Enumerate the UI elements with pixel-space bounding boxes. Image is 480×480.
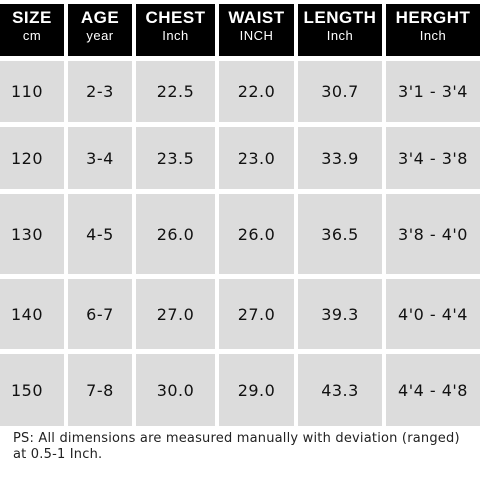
cell-length: 30.7 <box>298 61 382 122</box>
header-length: LENGTH Inch <box>298 4 382 56</box>
cell-height: 4'0 - 4'4 <box>386 279 480 349</box>
header-height: HERGHT Inch <box>386 4 480 56</box>
cell-length: 43.3 <box>298 354 382 426</box>
cell-age: 6-7 <box>68 279 132 349</box>
header-chest-label: CHEST <box>145 8 206 27</box>
header-waist: WAIST INCH <box>219 4 294 56</box>
header-chest-unit: Inch <box>162 28 189 43</box>
header-chest: CHEST Inch <box>136 4 215 56</box>
cell-age: 3-4 <box>68 127 132 189</box>
header-age-label: AGE <box>80 8 120 27</box>
header-length-label: LENGTH <box>303 8 377 27</box>
cell-chest: 30.0 <box>136 354 215 426</box>
measurement-note: PS: All dimensions are measured manually… <box>13 431 460 462</box>
cell-waist: 22.0 <box>219 61 294 122</box>
header-height-unit: Inch <box>419 28 447 43</box>
cell-height: 3'4 - 3'8 <box>386 127 480 189</box>
cell-waist: 27.0 <box>219 279 294 349</box>
cell-size: 150 <box>0 354 64 426</box>
header-waist-label: WAIST <box>228 8 285 27</box>
header-size: SIZE cm <box>0 4 64 56</box>
cell-size: 110 <box>0 61 64 122</box>
cell-chest: 26.0 <box>136 194 215 274</box>
cell-height: 4'4 - 4'8 <box>386 354 480 426</box>
cell-size: 120 <box>0 127 64 189</box>
header-size-label: SIZE <box>12 8 52 27</box>
header-age: AGE year <box>68 4 132 56</box>
cell-length: 39.3 <box>298 279 382 349</box>
cell-size: 140 <box>0 279 64 349</box>
cell-age: 7-8 <box>68 354 132 426</box>
cell-waist: 23.0 <box>219 127 294 189</box>
cell-age: 2-3 <box>68 61 132 122</box>
cell-size: 130 <box>0 194 64 274</box>
header-size-unit: cm <box>22 28 42 43</box>
header-length-unit: Inch <box>326 28 354 43</box>
cell-length: 36.5 <box>298 194 382 274</box>
header-waist-unit: INCH <box>239 28 274 43</box>
header-height-label: HERGHT <box>395 8 471 27</box>
header-age-unit: year <box>86 28 114 43</box>
cell-chest: 27.0 <box>136 279 215 349</box>
cell-height: 3'8 - 4'0 <box>386 194 480 274</box>
cell-length: 33.9 <box>298 127 382 189</box>
cell-chest: 22.5 <box>136 61 215 122</box>
cell-chest: 23.5 <box>136 127 215 189</box>
cell-age: 4-5 <box>68 194 132 274</box>
cell-height: 3'1 - 3'4 <box>386 61 480 122</box>
cell-waist: 26.0 <box>219 194 294 274</box>
cell-waist: 29.0 <box>219 354 294 426</box>
